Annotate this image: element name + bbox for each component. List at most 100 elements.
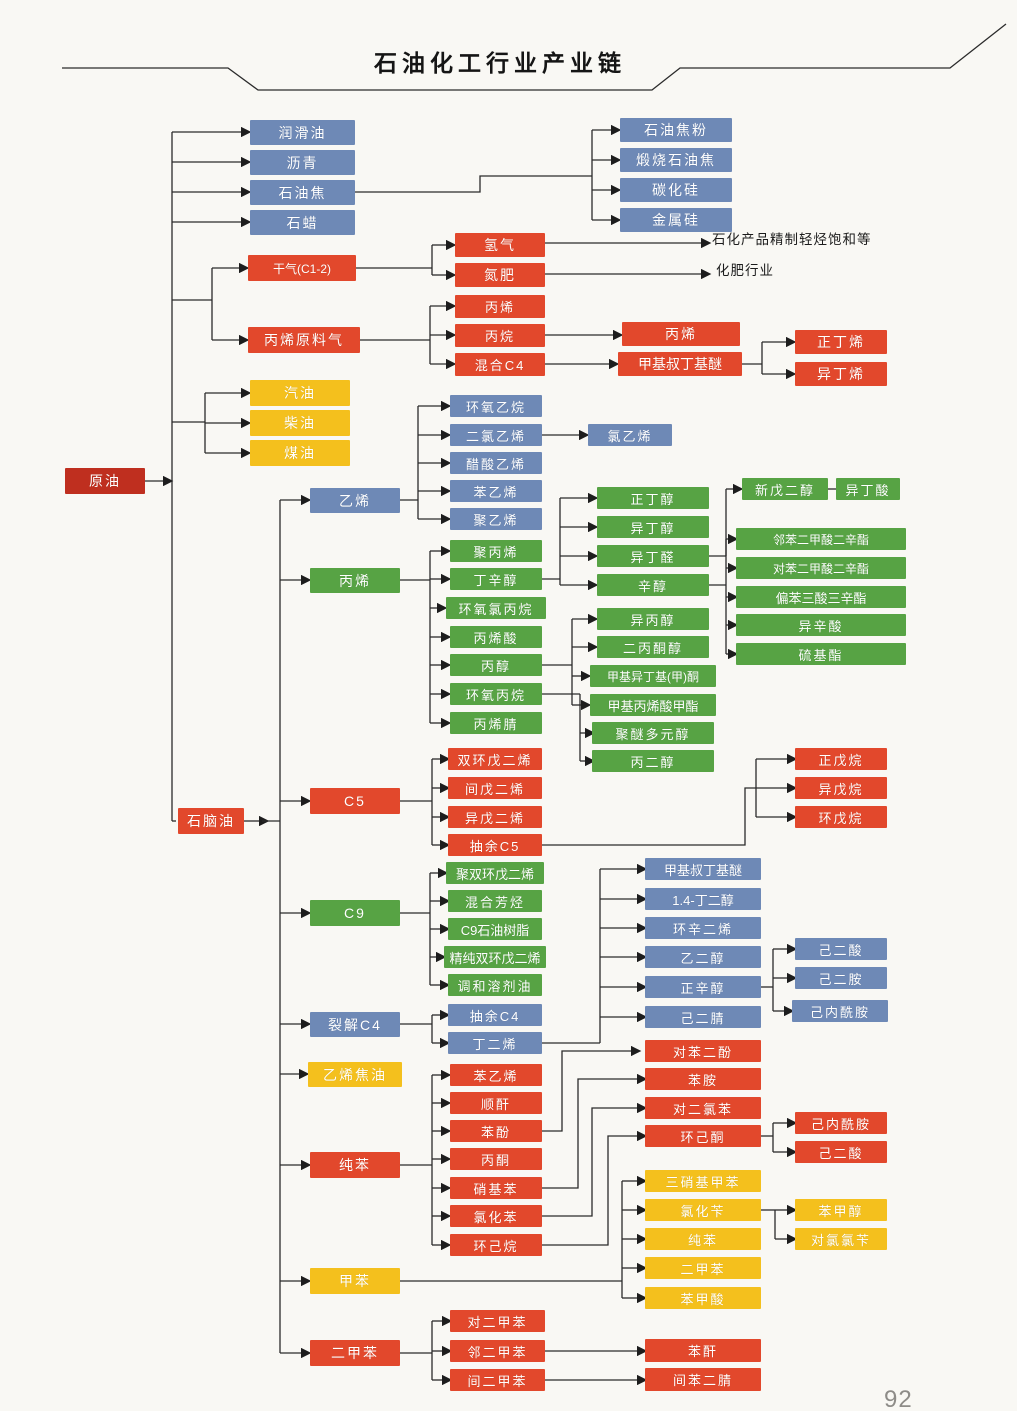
node-r3: 氮肥 <box>455 263 545 287</box>
node-g3: 异丁醛 <box>597 545 709 567</box>
node-r10: 正丁烯 <box>795 330 887 354</box>
node-b5: 石油焦粉 <box>620 118 732 142</box>
node-s2: 顺酐 <box>450 1092 542 1114</box>
node-b2: 沥青 <box>250 150 355 175</box>
node-h3: 邻苯二甲酸二辛酯 <box>736 528 906 550</box>
node-lc4: 裂解C4 <box>310 1012 400 1037</box>
node-r9: 甲基叔丁基醚 <box>618 352 742 376</box>
node-f3: 异戊二烯 <box>448 806 542 828</box>
node-d4: 乙二醇 <box>645 946 761 968</box>
node-e6: 氯乙烯 <box>588 424 672 446</box>
node-k5: 调和溶剂油 <box>448 974 542 996</box>
annotation-a1: 石化产品精制轻烃饱和等 <box>712 232 872 247</box>
node-xyl: 二甲苯 <box>310 1340 400 1366</box>
node-f1: 双环戊二烯 <box>448 748 542 770</box>
node-u4: 二甲苯 <box>645 1257 761 1279</box>
node-k4: 精纯双环戊二烯 <box>444 946 546 968</box>
node-f6: 异戊烷 <box>795 777 887 799</box>
node-r4: 丙烯原料气 <box>248 327 360 353</box>
node-s1: 苯乙烯 <box>450 1064 542 1086</box>
node-n0: 原油 <box>65 468 145 494</box>
node-p6: 环氧丙烷 <box>450 683 542 705</box>
node-k1: 聚双环戊二烯 <box>446 862 544 884</box>
node-d1: 甲基叔丁基醚 <box>645 858 761 880</box>
node-d9: 己内酰胺 <box>792 1000 888 1022</box>
node-s6: 氯化苯 <box>450 1205 542 1227</box>
node-g1: 正丁醇 <box>597 487 709 509</box>
node-r11: 异丁烯 <box>795 362 887 386</box>
node-p5: 丙醇 <box>450 654 542 676</box>
node-f7: 环戊烷 <box>795 806 887 828</box>
node-y3: 煤油 <box>250 440 350 466</box>
node-g10: 丙二醇 <box>592 750 714 772</box>
node-u1: 三硝基甲苯 <box>645 1170 761 1192</box>
node-g7: 甲基异丁基(甲)酮 <box>590 665 716 687</box>
node-p2: 丁辛醇 <box>450 568 542 590</box>
node-h7: 硫基酯 <box>736 643 906 665</box>
node-u5: 苯甲酸 <box>645 1287 761 1309</box>
node-h5: 偏苯三酸三辛酯 <box>736 586 906 608</box>
annotation-a2: 化肥行业 <box>716 263 774 278</box>
node-d3: 环辛二烯 <box>645 917 761 939</box>
node-cb: 纯苯 <box>310 1152 400 1178</box>
node-u7: 对氯氯苄 <box>795 1228 887 1250</box>
node-q1: 抽余C4 <box>448 1004 542 1026</box>
node-s4: 丙酮 <box>450 1148 542 1170</box>
node-b3: 石油焦 <box>250 180 355 205</box>
node-x1: 对二甲苯 <box>450 1310 545 1332</box>
node-e0: 乙烯 <box>310 488 400 513</box>
node-h4: 对苯二甲酸二辛酯 <box>736 557 906 579</box>
node-c9: C9 <box>310 900 400 926</box>
node-p3: 环氧氯丙烷 <box>446 597 546 619</box>
node-b8: 金属硅 <box>620 208 732 232</box>
node-g6: 二丙酮醇 <box>597 636 709 658</box>
node-t6: 己二酸 <box>795 1141 887 1163</box>
node-e3: 醋酸乙烯 <box>450 452 542 474</box>
node-y1: 汽油 <box>250 380 350 406</box>
node-s7: 环己烷 <box>450 1234 542 1256</box>
node-t5: 己内酰胺 <box>795 1112 887 1134</box>
node-h6: 异辛酸 <box>736 614 906 636</box>
node-b1: 润滑油 <box>250 120 355 145</box>
node-e4: 苯乙烯 <box>450 480 542 502</box>
node-b6: 煅烧石油焦 <box>620 148 732 172</box>
node-g5: 异丙醇 <box>597 608 709 630</box>
node-b7: 碳化硅 <box>620 178 732 202</box>
node-h1: 新戊二醇 <box>742 478 828 500</box>
node-t2: 苯胺 <box>645 1068 761 1090</box>
node-k3: C9石油树脂 <box>448 918 542 940</box>
node-h2: 异丁酸 <box>836 478 900 500</box>
node-k2: 混合芳烃 <box>448 890 542 912</box>
node-r1: 干气(C1-2) <box>248 255 356 281</box>
node-f5: 正戊烷 <box>795 748 887 770</box>
node-d7: 己二酸 <box>795 938 887 960</box>
node-g9: 聚醚多元醇 <box>592 722 714 744</box>
node-t1: 对苯二酚 <box>645 1040 761 1062</box>
node-q2: 丁二烯 <box>448 1032 542 1054</box>
node-r2: 氢气 <box>455 233 545 257</box>
node-p7: 丙烯腈 <box>450 712 542 734</box>
node-f4: 抽余C5 <box>448 834 542 856</box>
node-x3: 间二甲苯 <box>450 1369 545 1391</box>
node-u6: 苯甲醇 <box>795 1199 887 1221</box>
node-s3: 苯酚 <box>450 1120 542 1142</box>
node-u3: 纯苯 <box>645 1228 761 1250</box>
node-tol: 甲苯 <box>310 1268 400 1294</box>
node-u2: 氯化苄 <box>645 1199 761 1221</box>
node-t3: 对二氯苯 <box>645 1097 761 1119</box>
node-r5: 丙烯 <box>455 295 545 318</box>
node-p0: 丙烯 <box>310 568 400 593</box>
node-d2: 1.4-丁二醇 <box>645 888 761 910</box>
node-s5: 硝基苯 <box>450 1177 542 1199</box>
node-e5: 聚乙烯 <box>450 508 542 530</box>
node-p4: 丙烯酸 <box>450 626 542 648</box>
node-f2: 间戊二烯 <box>448 777 542 799</box>
node-r6: 丙烷 <box>455 324 545 347</box>
page-number: 92 <box>884 1386 913 1411</box>
node-x5: 间苯二腈 <box>645 1368 761 1391</box>
node-x4: 苯酐 <box>645 1339 761 1362</box>
node-c5: C5 <box>310 788 400 814</box>
node-x2: 邻二甲苯 <box>450 1340 545 1362</box>
node-e2: 二氯乙烯 <box>450 424 542 446</box>
